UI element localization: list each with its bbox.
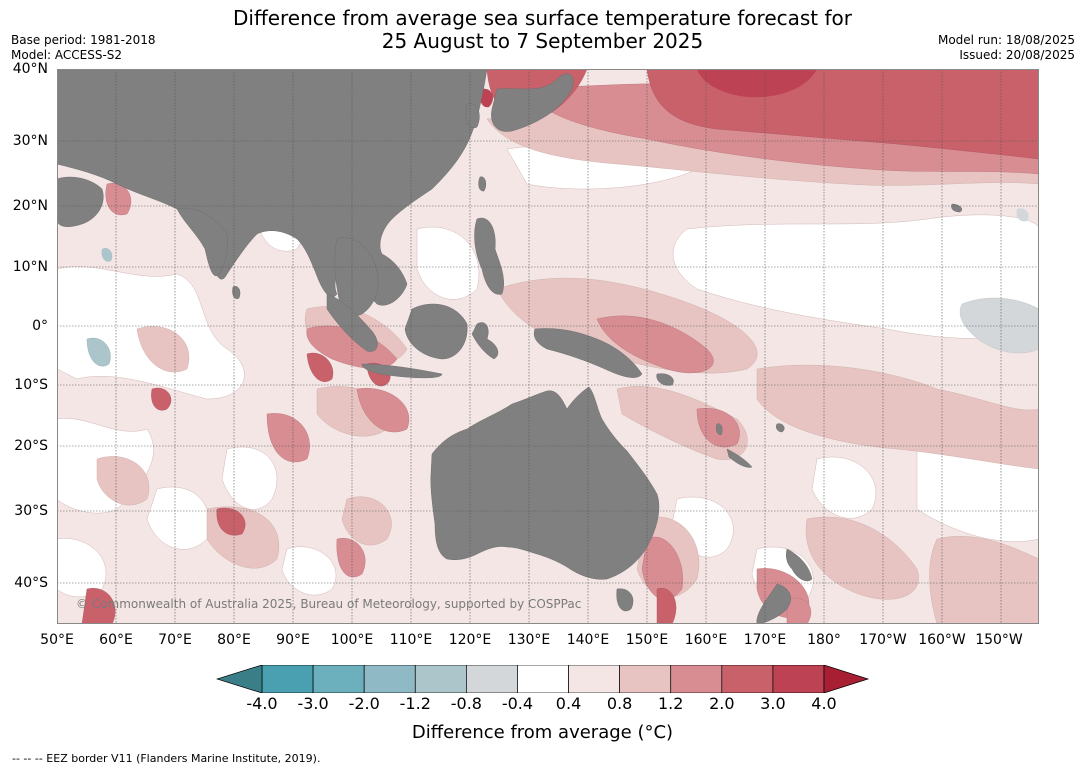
map-gridlines (57, 69, 1039, 624)
lon-label-150e: 150°E (625, 632, 669, 648)
lat-label-10n: 10°N (12, 259, 48, 275)
negative-anomaly-regions (86, 208, 1039, 367)
lon-label-160e: 160°E (684, 632, 728, 648)
land-new-zealand-north (785, 548, 813, 582)
issued-date: Issued: 20/08/2025 (959, 48, 1075, 62)
colorbar-tick-label: -1.2 (399, 694, 431, 713)
lon-label-160w: 160°W (918, 632, 966, 648)
colorbar-segment (363, 665, 416, 693)
lat-label-30n: 30°N (12, 133, 48, 149)
lon-label-120e: 120°E (448, 632, 492, 648)
colorbar-tick-label: 3.0 (760, 694, 786, 713)
land-new-zealand-south (756, 583, 791, 624)
anomaly-3.0-4.0-regions (479, 69, 817, 108)
lat-label-0: 0° (32, 318, 48, 334)
colorbar-segment (721, 665, 774, 693)
land-korea (465, 103, 480, 129)
lat-label-20n: 20°N (12, 198, 48, 214)
lat-label-10s: 10°S (14, 377, 48, 393)
lon-label-130e: 130°E (507, 632, 551, 648)
land-philippines (474, 217, 504, 295)
sst-anomaly-map (57, 69, 1039, 624)
land-tasmania (616, 588, 634, 612)
land-india (176, 207, 228, 276)
land-indochina (334, 237, 379, 317)
lat-label-30s: 30°S (14, 503, 48, 519)
colorbar-tick-label: -4.0 (246, 694, 278, 713)
colorbar-segment (670, 665, 723, 693)
colorbar-segment (568, 665, 620, 693)
lon-label-100e: 100°E (330, 632, 374, 648)
land-sulawesi (471, 322, 499, 360)
colorbar-segment (517, 665, 569, 693)
meta-right: Model run: 18/08/2025 Issued: 20/08/2025 (938, 33, 1075, 63)
model-name: Model: ACCESS-S2 (11, 48, 123, 62)
land-borneo (404, 303, 468, 360)
lat-label-40s: 40°S (14, 575, 48, 591)
model-run: Model run: 18/08/2025 (937, 33, 1075, 47)
colorbar-lower-extension (216, 665, 263, 693)
colorbar-segment (772, 665, 825, 693)
lon-label-150w: 150°W (975, 632, 1023, 648)
colorbar-tick-label: 2.0 (709, 694, 735, 713)
colorbar-tick-label: -0.4 (501, 694, 534, 713)
land-java (361, 363, 443, 379)
colorbar-tick-label: 4.0 (811, 694, 837, 713)
lon-label-180: 180° (807, 632, 841, 648)
lat-label-20s: 20°S (14, 438, 48, 454)
colorbar-tick-label: -2.0 (348, 694, 380, 713)
lon-label-110e: 110°E (389, 632, 433, 648)
lon-label-70e: 70°E (158, 632, 192, 648)
map-title-line2: 25 August to 7 September 2025 (381, 29, 704, 53)
base-period: Base period: 1981-2018 (11, 33, 156, 47)
colorbar-segment (261, 665, 314, 693)
colorbar-upper-extension (823, 665, 870, 693)
lon-label-90e: 90°E (276, 632, 310, 648)
land-new-guinea (533, 328, 643, 378)
colorbar-segment (414, 665, 467, 693)
colorbar-tick-label: 0.8 (606, 694, 633, 713)
colorbar-tick-label: -3.0 (297, 694, 329, 713)
lon-label-140e: 140°E (566, 632, 610, 648)
colorbar-tick-label: 1.2 (657, 694, 684, 713)
land-arabia (57, 176, 104, 227)
lon-label-170w: 170°W (859, 632, 907, 648)
map-frame (57, 69, 1039, 624)
lat-label-40n: 40°N (12, 61, 48, 77)
colorbar-tick-label: 0.4 (555, 694, 582, 713)
land-vanuatu (715, 423, 723, 436)
lon-label-80e: 80°E (217, 632, 251, 648)
colorbar-segment (619, 665, 672, 693)
land-new-caledonia (726, 448, 753, 468)
land-sumatra (326, 293, 378, 352)
lon-label-170e: 170°E (743, 632, 787, 648)
land-fiji (775, 423, 785, 433)
land-masses (57, 69, 963, 624)
colorbar (216, 665, 870, 693)
lon-label-50e: 50°E (40, 632, 74, 648)
colorbar-label: Difference from average (°C) (411, 722, 674, 743)
land-sri-lanka (232, 286, 241, 299)
colorbar-segment (312, 665, 365, 693)
eez-footnote: -- -- -- EEZ border V11 (Flanders Marine… (12, 752, 321, 765)
land-taiwan (478, 176, 487, 192)
land-japan (491, 73, 574, 132)
colorbar-tick-label: -0.8 (450, 694, 482, 713)
copyright-notice: © Commonwealth of Australia 2025, Bureau… (76, 597, 582, 611)
land-australia (430, 386, 660, 580)
map-title-line1: Difference from average sea surface temp… (232, 6, 852, 30)
meta-left: Base period: 1981-2018 Model: ACCESS-S2 (11, 33, 156, 63)
colorbar-segment (466, 665, 518, 693)
lon-label-60e: 60°E (99, 632, 133, 648)
